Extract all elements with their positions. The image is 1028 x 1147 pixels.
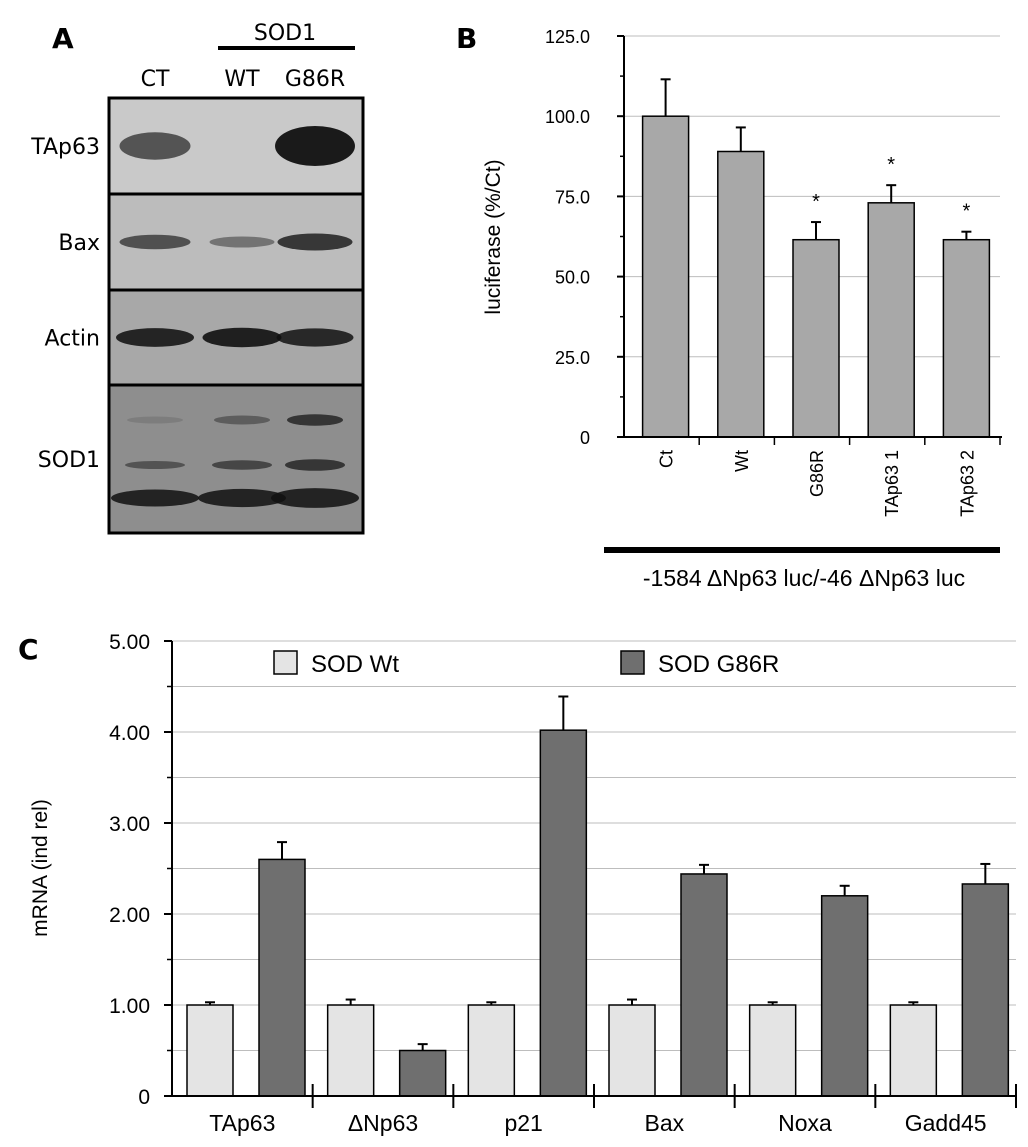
c-bar [680, 873, 728, 1097]
panel-label-b: B [456, 22, 477, 55]
b-y-ticks: 0 25.0 50.0 75.0 100.0 125.0 [545, 27, 624, 448]
b-x-tick-label: Ct [657, 450, 677, 468]
panel-label-a: A [52, 22, 74, 55]
blot-band [209, 236, 275, 248]
c-y-tick-label: 3.00 [109, 813, 150, 836]
blot-band [277, 233, 353, 251]
b-bracket-label: -1584 ΔNp63 luc/-46 ΔNp63 luc [643, 565, 965, 591]
blot-band [111, 489, 199, 507]
c-bar [539, 729, 588, 1097]
c-x-tick-label: TAp63 [209, 1110, 275, 1136]
blot-row-label: SOD1 [38, 448, 100, 473]
blot-frame [107, 96, 365, 535]
blot-row: TAp63 [30, 96, 365, 196]
c-bars [186, 695, 1010, 1097]
blot-band [285, 459, 345, 471]
c-x-tick-label: Noxa [778, 1110, 832, 1136]
blot-band [202, 327, 282, 348]
c-bar [889, 1004, 938, 1097]
b-bars: * * * [641, 78, 991, 438]
lane-label: G86R [285, 67, 345, 92]
blot-strip [107, 383, 365, 535]
b-x-tick-label: TAp63 1 [882, 450, 902, 517]
c-y-tick-label: 5.00 [109, 631, 150, 654]
blot-row: SOD1 [38, 383, 365, 535]
blot-row-label: TAp63 [30, 135, 100, 160]
blot-row-label: Actin [45, 327, 100, 352]
c-y-axis-title: mRNA (ind rel) [29, 799, 52, 937]
mrna-chart: 0 1.00 2.00 3.00 4.00 5.00 TAp63 ΔNp63 p21 Bax No… [29, 631, 1017, 1136]
blot-band [127, 416, 183, 424]
blot-band [212, 460, 272, 470]
b-x-labels: Ct Wt G86R TAp63 1 TAp63 2 [657, 437, 1001, 517]
b-y-tick-label: 25.0 [555, 348, 590, 368]
b-bar [792, 238, 840, 438]
b-bar [641, 115, 690, 438]
blot-row: Bax [58, 192, 365, 292]
c-bar [748, 1004, 797, 1097]
b-y-tick-label: 50.0 [555, 268, 590, 288]
c-x-tick-label: ΔNp63 [348, 1110, 418, 1136]
c-legend-label: SOD Wt [311, 651, 399, 678]
b-y-axis-title: luciferase (%/Ct) [482, 159, 505, 314]
blot-band [119, 234, 191, 250]
c-y-tick-label: 1.00 [109, 995, 150, 1018]
blot-band [214, 415, 270, 425]
b-significance-mark: * [963, 201, 971, 223]
b-bar [867, 202, 915, 438]
b-y-tick-label: 125.0 [545, 27, 590, 47]
b-y-tick-label: 0 [580, 428, 590, 448]
c-legend-swatch [620, 650, 645, 675]
blot-rows: TAp63 Bax Actin SOD1 [30, 96, 365, 535]
blot-row: Actin [45, 288, 365, 387]
c-x-labels: TAp63 ΔNp63 p21 Bax Noxa Gadd45 [209, 1084, 1017, 1136]
b-x-tick-label: TAp63 2 [957, 450, 977, 517]
c-x-tick-label: p21 [504, 1110, 542, 1136]
western-blot-panel: SOD1 CT WT G86R TAp63 Bax Actin SOD1 [30, 21, 365, 535]
c-bar [186, 1004, 234, 1097]
c-bar [608, 1004, 656, 1097]
b-bar [942, 238, 991, 438]
c-gridlines [172, 640, 1016, 1051]
lane-label: WT [224, 67, 260, 92]
c-bar [961, 883, 1010, 1097]
lane-label: CT [141, 67, 170, 92]
c-legend-label: SOD G86R [658, 651, 779, 678]
c-legend-swatch [273, 650, 298, 675]
b-y-tick-label: 100.0 [545, 107, 590, 127]
sod1-group-label: SOD1 [254, 21, 316, 46]
blot-band [287, 414, 343, 426]
blot-band [116, 328, 194, 347]
panel-label-c: C [18, 633, 39, 666]
c-bar [820, 895, 869, 1097]
lane-labels: CT WT G86R [141, 67, 346, 92]
blot-band [198, 488, 286, 508]
c-bar [258, 858, 306, 1097]
c-legend: SOD Wt SOD G86R [273, 650, 779, 678]
c-y-tick-label: 4.00 [109, 722, 150, 745]
blot-band [125, 461, 185, 469]
c-bar [467, 1004, 516, 1097]
c-y-tick-label: 0 [138, 1086, 150, 1109]
c-x-tick-label: Bax [645, 1110, 685, 1136]
blot-row-label: Bax [58, 231, 100, 256]
c-y-ticks: 0 1.00 2.00 3.00 4.00 5.00 [109, 631, 172, 1109]
c-bar [326, 1004, 375, 1097]
b-y-tick-label: 75.0 [555, 187, 590, 207]
b-x-tick-label: Wt [732, 450, 752, 472]
b-significance-mark: * [887, 154, 895, 176]
blot-band [271, 488, 359, 508]
blot-band [275, 126, 355, 166]
b-x-tick-label: G86R [807, 450, 827, 497]
c-y-tick-label: 2.00 [109, 904, 150, 927]
c-bar [398, 1049, 447, 1097]
b-significance-mark: * [812, 191, 820, 213]
blot-band [119, 132, 191, 160]
blot-band [276, 328, 354, 347]
c-x-tick-label: Gadd45 [905, 1110, 987, 1136]
b-bar [717, 150, 765, 438]
luciferase-chart: * * * 0 25.0 50.0 75.0 100.0 125.0 Ct Wt G86R TAp6… [482, 27, 1002, 591]
